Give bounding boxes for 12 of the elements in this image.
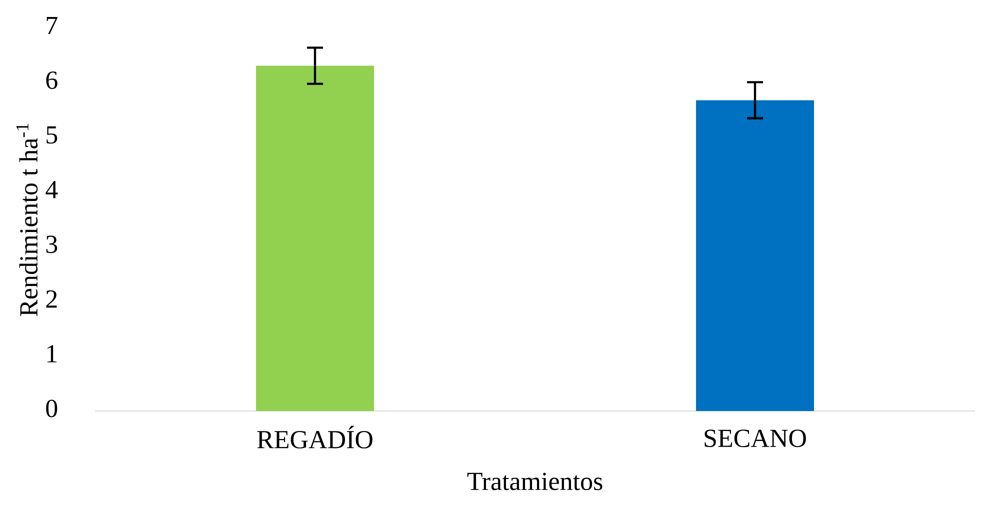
y-tick-label: 7 [46,16,58,34]
y-tick-label: 5 [46,126,58,144]
y-axis-title: Rendimiento t ha$^{-1}$ [16,124,38,316]
y-tick-label: 6 [46,71,58,89]
x-axis-title: Tratamientos [467,472,602,490]
y-tick-label: 0 [46,400,58,418]
y-tick-label: 4 [46,181,58,198]
y-tick-label: 3 [46,236,58,254]
x-tick-label: REGADÍO [257,426,372,448]
y-tick-label: 2 [46,290,57,308]
y-tick-label: 1 [47,345,57,362]
x-tick-label: SECANO [704,430,806,448]
